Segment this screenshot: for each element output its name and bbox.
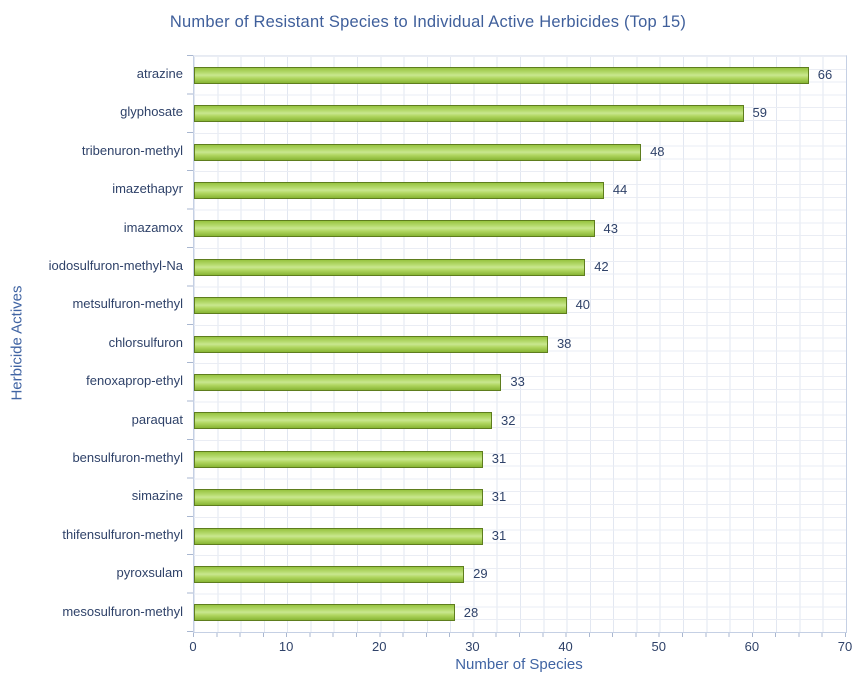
bar-value-label: 32 — [501, 412, 516, 428]
bar — [194, 258, 586, 276]
category-label: chlorsulfuron — [108, 334, 183, 350]
x-tick-label: 60 — [744, 639, 760, 654]
category-label: thifensulfuron-methyl — [62, 526, 183, 542]
bar-value-label: 33 — [510, 374, 525, 390]
x-axis-title: Number of Species — [455, 656, 583, 673]
bar — [194, 604, 455, 622]
bar — [194, 489, 483, 507]
bar — [194, 450, 483, 468]
bar-value-label: 40 — [575, 297, 591, 313]
category-label: imazamox — [123, 219, 183, 235]
bar-value-label: 59 — [752, 105, 767, 121]
bar-value-label: 31 — [491, 451, 507, 466]
bar — [194, 105, 744, 123]
bar — [194, 143, 642, 161]
bar-value-label: 48 — [650, 143, 665, 159]
category-label: iodosulfuron-methyl-Na — [48, 258, 183, 273]
category-label: glyphosate — [120, 104, 183, 120]
x-tick-label: 40 — [558, 639, 573, 654]
y-labels: atrazine glyphosate tribenuron-methyl imaze… — [0, 55, 183, 631]
bar-value-label: 38 — [556, 335, 572, 351]
bar — [194, 335, 548, 353]
bar — [194, 181, 604, 199]
x-tick-label: 70 — [837, 639, 853, 654]
bar — [194, 66, 809, 84]
bar-value-label: 44 — [612, 182, 628, 198]
bar — [194, 565, 465, 583]
category-label: mesosulfuron-methyl — [62, 603, 183, 619]
category-label: paraquat — [131, 411, 183, 427]
category-label: tribenuron-methyl — [81, 142, 183, 158]
x-tick-label: 30 — [465, 639, 480, 654]
category-label: atrazine — [136, 66, 183, 81]
plot-area: 66 59 48 44 43 42 40 38 33 32 31 31 31 29 28 — [193, 55, 847, 633]
bar-value-label: 42 — [594, 259, 609, 274]
category-label: imazethapyr — [112, 181, 183, 197]
category-label: fenoxaprop-ethyl — [86, 373, 183, 389]
bar-value-label: 43 — [603, 220, 618, 236]
category-label: metsulfuron-methyl — [72, 296, 183, 312]
category-label: bensulfuron-methyl — [72, 450, 183, 465]
x-tick-label: 10 — [278, 639, 294, 654]
bar — [194, 412, 493, 430]
bar-value-label: 31 — [491, 489, 507, 505]
bar-value-label: 31 — [491, 527, 507, 543]
bar — [194, 220, 595, 238]
chart-title: Number of Resistant Species to Individua… — [169, 13, 687, 31]
category-label: pyroxsulam — [116, 565, 183, 581]
x-labels: 0 10 20 30 40 50 60 70 — [189, 639, 852, 655]
bar-value-label: 29 — [473, 566, 488, 582]
bar — [194, 527, 483, 545]
x-axis-tick-marks — [193, 632, 847, 637]
bar-value-label: 66 — [817, 67, 833, 82]
y-axis-tick-marks — [187, 55, 193, 633]
x-tick-label: 0 — [189, 639, 197, 654]
x-tick-label: 50 — [651, 639, 666, 654]
category-label: simazine — [131, 488, 183, 504]
bar — [194, 373, 502, 391]
bar-value-label: 28 — [463, 604, 479, 620]
bar — [194, 297, 567, 315]
x-tick-label: 20 — [372, 639, 387, 654]
